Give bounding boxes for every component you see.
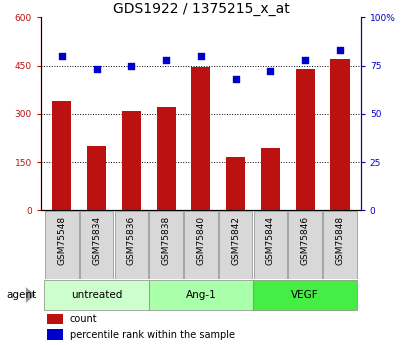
Text: GSM75840: GSM75840 (196, 216, 205, 265)
Bar (87, 146, 106, 210)
Bar (225, 157, 245, 210)
Bar (156, 107, 175, 210)
Point (93, 67, 100, 72)
Point (336, 47, 342, 53)
Text: untreated: untreated (71, 290, 122, 300)
Bar (121, 111, 141, 210)
Bar (252, 280, 357, 310)
Point (128, 63, 134, 68)
Text: count: count (70, 314, 97, 324)
Text: GSM75548: GSM75548 (57, 216, 66, 265)
Bar (45, 211, 79, 279)
Bar (184, 211, 217, 279)
Polygon shape (26, 287, 36, 303)
Point (267, 69, 273, 74)
Bar (47, 329, 63, 340)
Bar (260, 148, 279, 210)
Bar (149, 211, 182, 279)
Bar (115, 211, 148, 279)
Text: GSM75834: GSM75834 (92, 216, 101, 265)
Point (301, 57, 308, 62)
Point (162, 57, 169, 62)
Point (197, 53, 204, 59)
Text: agent: agent (6, 290, 36, 300)
Bar (218, 211, 252, 279)
Bar (330, 59, 348, 210)
Bar (52, 101, 71, 210)
Bar (322, 211, 356, 279)
Text: GSM75846: GSM75846 (300, 216, 309, 265)
Title: GDS1922 / 1375215_x_at: GDS1922 / 1375215_x_at (112, 2, 289, 16)
Bar (148, 280, 252, 310)
Text: GSM75838: GSM75838 (161, 216, 170, 265)
Bar (191, 67, 210, 210)
Bar (80, 211, 113, 279)
Bar (44, 280, 148, 310)
Text: Ang-1: Ang-1 (185, 290, 216, 300)
Bar (253, 211, 286, 279)
Text: VEGF: VEGF (291, 290, 318, 300)
Text: GSM75844: GSM75844 (265, 216, 274, 265)
Text: GSM75848: GSM75848 (335, 216, 344, 265)
Point (232, 76, 238, 82)
Bar (295, 69, 314, 210)
Bar (47, 314, 63, 324)
Text: GSM75842: GSM75842 (231, 216, 240, 265)
Bar (288, 211, 321, 279)
Text: percentile rank within the sample: percentile rank within the sample (70, 330, 234, 340)
Text: GSM75836: GSM75836 (126, 216, 135, 265)
Point (58, 53, 65, 59)
